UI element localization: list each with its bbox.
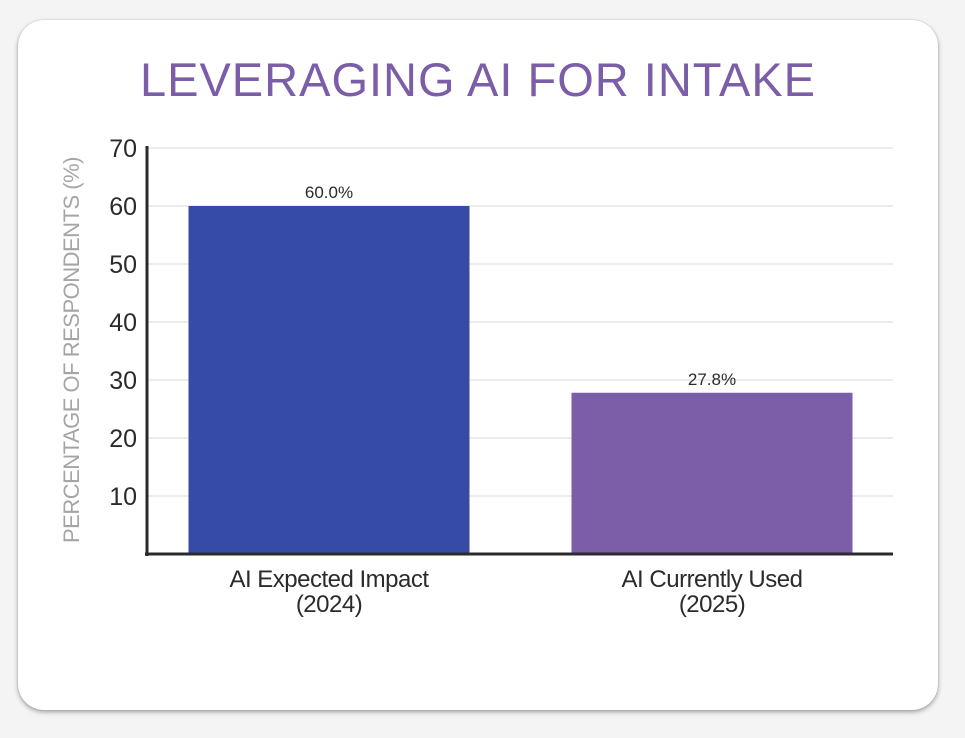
bar-2	[571, 392, 853, 554]
x-category-label-1-line-2: (2024)	[296, 591, 362, 618]
chart-title: LEVERAGING AI FOR INTAKE	[139, 53, 817, 106]
x-category-label-1-line-1: AI Expected Impact	[229, 566, 429, 593]
data-label-2: 27.8%	[688, 370, 736, 389]
y-tick-label-40: 40	[109, 309, 137, 337]
y-tick-label-30: 30	[109, 367, 137, 395]
y-tick-label-20: 20	[109, 425, 137, 453]
data-label-1: 60.0%	[305, 183, 353, 202]
y-tick-labels: 10 20 30 40 50 60 70	[109, 135, 137, 511]
x-category-labels: AI Expected Impact(2024) AI Currently Use…	[229, 566, 803, 618]
x-category-label-2-line-1: AI Currently Used	[622, 566, 803, 593]
axes	[145, 146, 893, 556]
x-category-label-2-line-2: (2025)	[679, 591, 745, 618]
data-labels: 60.0% 27.8%	[305, 183, 736, 389]
bars	[188, 206, 853, 554]
y-tick-label-70: 70	[109, 135, 137, 163]
y-tick-label-50: 50	[109, 251, 137, 279]
y-tick-label-10: 10	[109, 483, 137, 511]
bar-1	[188, 206, 470, 554]
chart-card	[18, 20, 938, 710]
y-tick-label-60: 60	[109, 193, 137, 221]
